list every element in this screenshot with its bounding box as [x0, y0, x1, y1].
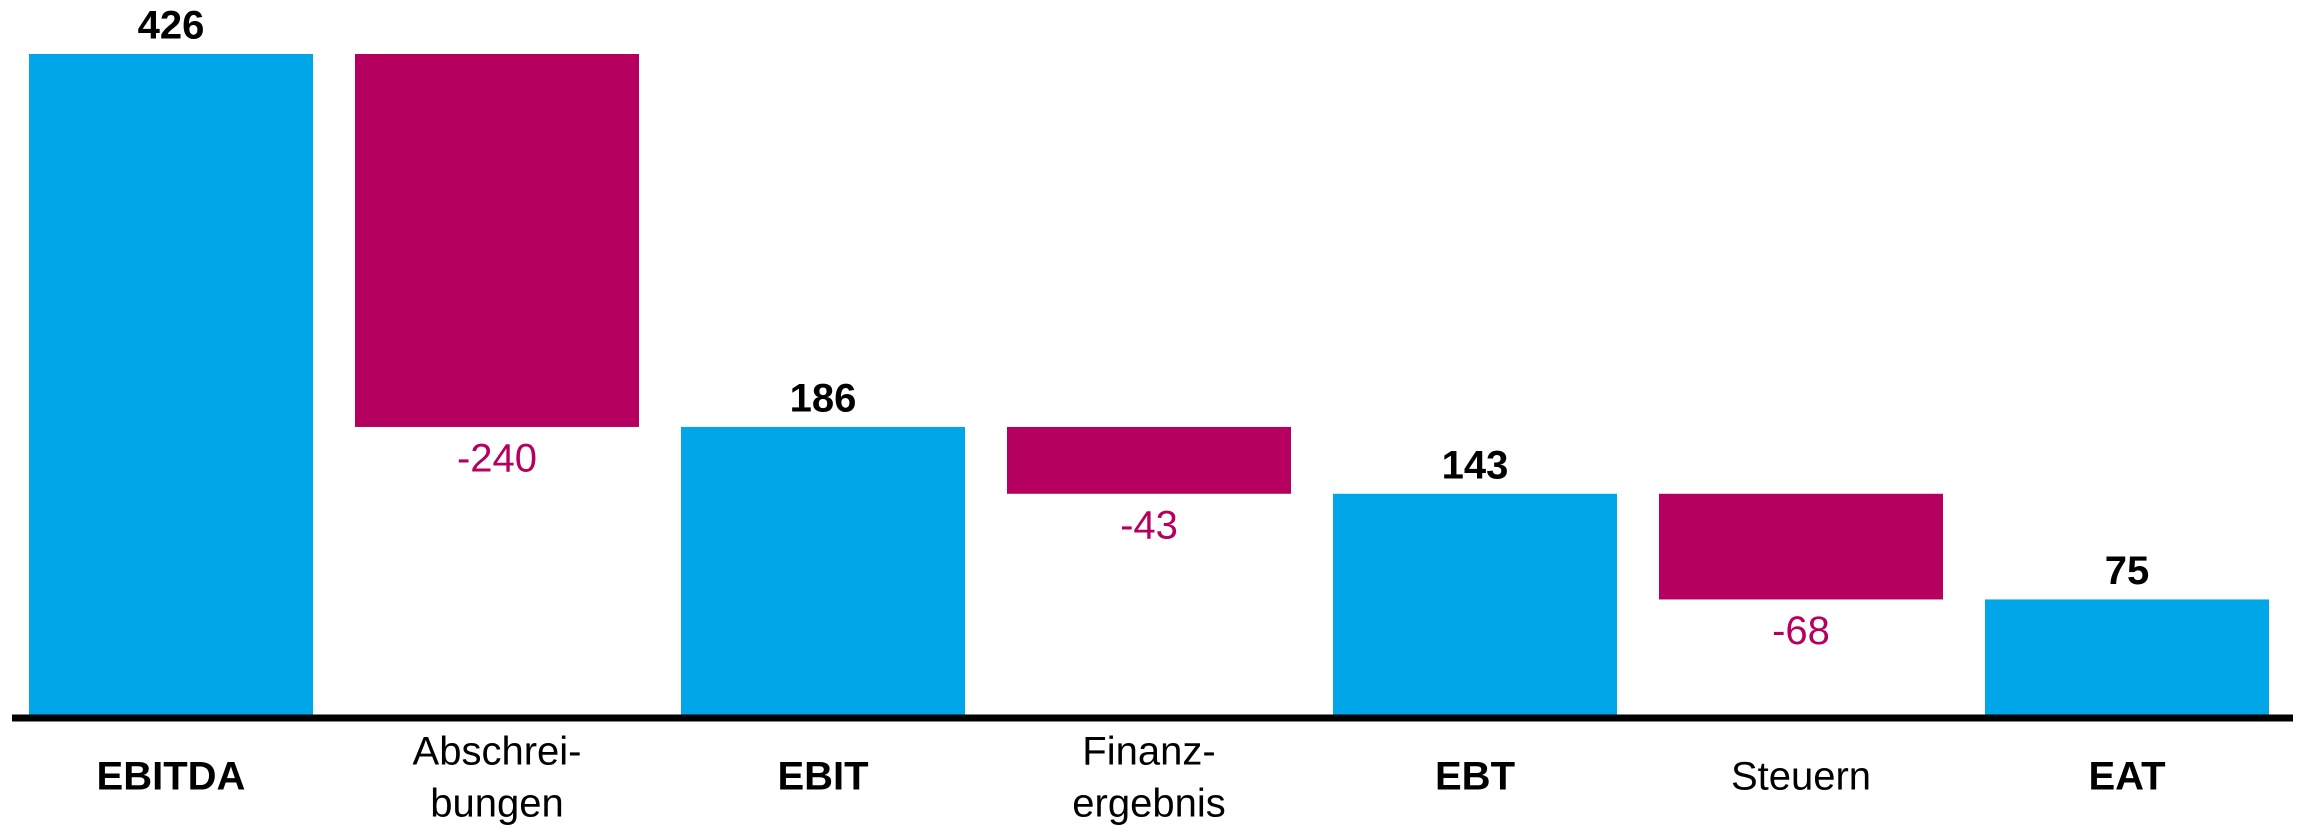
value-label: -240: [457, 437, 537, 481]
bar: [1007, 426, 1291, 494]
x-tick-label: EBIT: [777, 755, 868, 799]
value-label: -68: [1772, 609, 1830, 653]
x-tick-label: EBITDA: [97, 755, 246, 799]
value-label: 75: [2105, 549, 2150, 593]
value-label: 186: [790, 377, 857, 421]
bar: [1659, 493, 1943, 600]
x-tick-label: Steuern: [1731, 755, 1871, 799]
x-tick-label: EAT: [2088, 755, 2165, 799]
bar: [1333, 493, 1617, 716]
x-tick-label: Finanz-: [1082, 730, 1215, 774]
bar: [681, 426, 965, 716]
bar: [355, 54, 639, 427]
value-label: -43: [1120, 503, 1178, 547]
bar: [1985, 599, 2269, 716]
x-tick-label: ergebnis: [1072, 782, 1225, 826]
bar: [29, 54, 313, 716]
value-label: 143: [1442, 443, 1509, 487]
x-tick-label: Abschrei-: [413, 730, 582, 774]
x-tick-label: EBT: [1435, 755, 1515, 799]
x-tick-label: bungen: [430, 782, 563, 826]
value-label: 426: [138, 4, 205, 48]
